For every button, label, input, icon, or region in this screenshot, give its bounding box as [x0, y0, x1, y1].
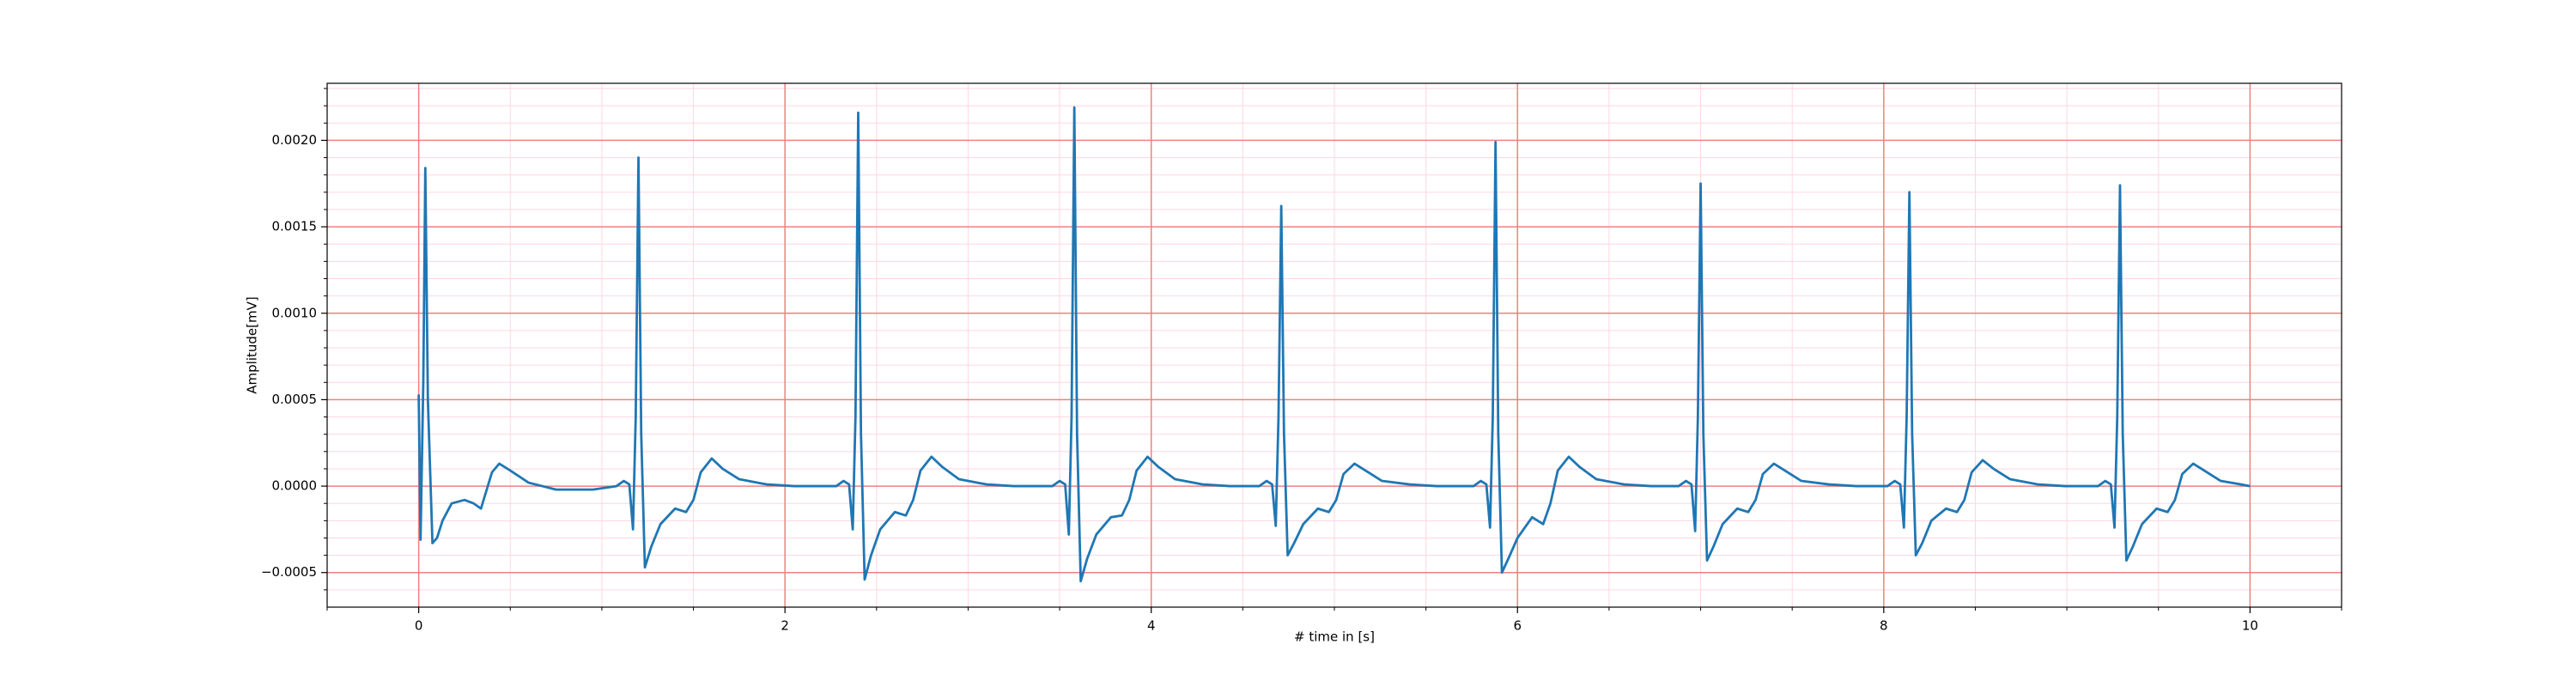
x-tick-label: 10	[2242, 618, 2258, 634]
y-tick-label: 0.0020	[272, 132, 318, 148]
y-axis-label: Amplitude[mV]	[245, 296, 260, 393]
x-tick-label: 4	[1147, 618, 1156, 634]
y-tick-label: 0.0010	[272, 305, 318, 320]
y-tick-label: 0.0015	[272, 219, 318, 234]
y-tick-label: −0.0005	[261, 564, 317, 580]
x-tick-label: 8	[1880, 618, 1888, 634]
plot-layer	[417, 106, 2251, 583]
axes-frame	[326, 82, 2342, 608]
axes-layer: 0 2 4 6 8 10 −0.0005 0.0000 0.0005 0.0010 0.0015 0.…	[261, 82, 2342, 634]
x-tick-label: 2	[781, 618, 789, 634]
signal-line	[417, 106, 2251, 583]
x-tick-label: 0	[415, 618, 423, 634]
y-tick-label: 0.0000	[272, 478, 318, 494]
x-axis-label: # time in [s]	[1294, 629, 1375, 645]
x-tick-label: 6	[1513, 618, 1522, 634]
grid-layer	[326, 83, 2342, 607]
y-tick-label: 0.0005	[272, 392, 318, 407]
